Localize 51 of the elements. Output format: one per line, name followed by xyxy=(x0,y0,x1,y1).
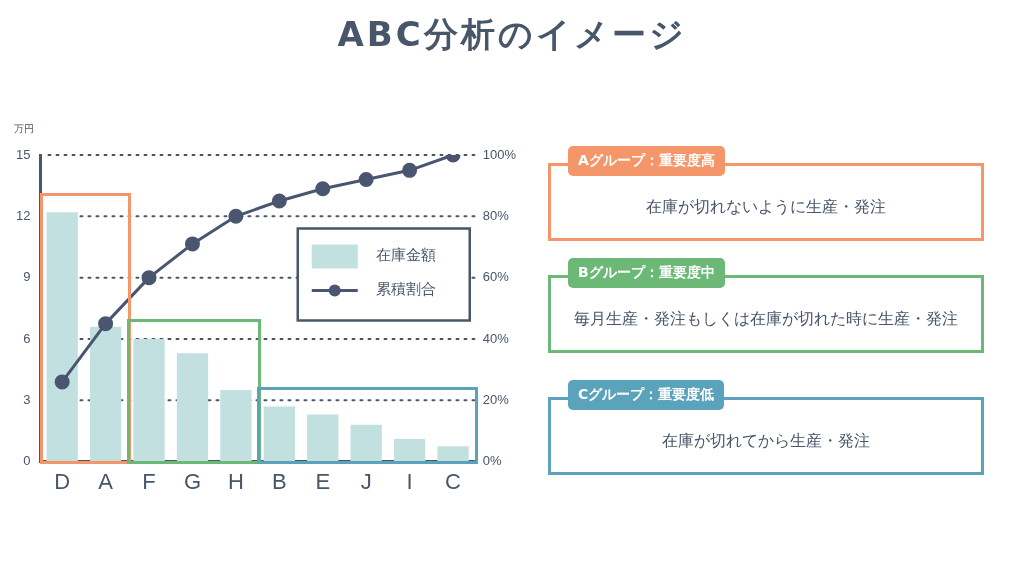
point xyxy=(358,172,374,188)
x-tick-label: A xyxy=(98,468,114,494)
y-tick-label: 9 xyxy=(23,269,31,285)
bar xyxy=(393,439,426,462)
point xyxy=(228,208,244,224)
legend-label: 累積割合 xyxy=(375,280,436,299)
y-tick-label: 0 xyxy=(23,453,31,469)
bar xyxy=(46,212,78,462)
point xyxy=(315,181,331,197)
text: Aグループ：重要度高 xyxy=(568,146,725,176)
text: 在庫が切れてから生産・発注 xyxy=(662,430,870,452)
y-axis-title: 万円 xyxy=(14,123,34,134)
bar xyxy=(89,326,122,462)
x-tick-label: G xyxy=(183,468,202,494)
x-tick-label: F xyxy=(142,468,156,494)
y2-tick-label: 0% xyxy=(482,453,502,469)
point xyxy=(271,193,287,209)
y2-tick-label: 60% xyxy=(482,269,510,285)
x-tick-label: J xyxy=(360,468,372,494)
text: Bグループ：重要度中 xyxy=(568,258,725,288)
y2-tick-label: 40% xyxy=(482,330,510,346)
y2-tick-label: 100% xyxy=(482,146,517,162)
point xyxy=(141,270,157,286)
y-tick-label: 3 xyxy=(23,391,31,407)
x-tick-label: I xyxy=(406,468,413,494)
point xyxy=(54,374,70,390)
x-tick-label: E xyxy=(315,468,331,494)
point xyxy=(184,236,200,252)
x-tick-label: H xyxy=(227,468,244,494)
bar xyxy=(176,353,209,462)
bar xyxy=(133,338,165,462)
text: Cグループ：重要度低 xyxy=(568,380,725,410)
bar xyxy=(307,414,339,462)
text: 毎月生産・発注もしくは在庫が切れた時に生産・発注 xyxy=(574,308,958,330)
point xyxy=(402,162,418,178)
x-tick-label: B xyxy=(271,468,287,494)
y2-tick-label: 20% xyxy=(482,391,510,407)
bar xyxy=(350,424,382,462)
text: 在庫が切れないように生産・発注 xyxy=(646,196,886,218)
bar xyxy=(263,406,295,462)
bar xyxy=(437,446,469,462)
x-tick-label: D xyxy=(54,468,71,494)
point xyxy=(98,316,114,332)
legend-label: 在庫金額 xyxy=(375,246,436,265)
bar xyxy=(220,390,252,462)
y-tick-label: 6 xyxy=(23,330,31,346)
y-tick-label: 12 xyxy=(15,207,31,223)
y2-tick-label: 80% xyxy=(482,207,510,223)
y-tick-label: 15 xyxy=(15,146,31,162)
x-tick-label: C xyxy=(445,468,462,494)
chart-title: ABC分析のイメージ xyxy=(336,13,688,56)
